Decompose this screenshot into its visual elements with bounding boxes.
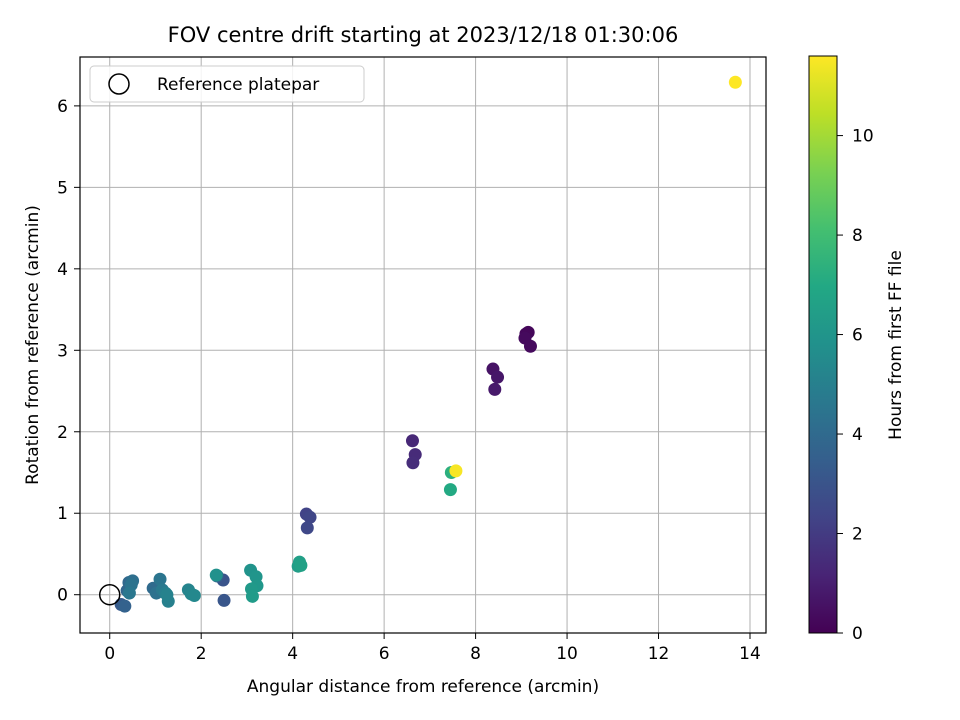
data-point: [523, 339, 537, 353]
grid-lines: [80, 57, 766, 633]
data-points: [114, 75, 742, 613]
x-tick-label: 6: [379, 644, 390, 664]
data-point: [303, 510, 317, 524]
plot-frame: [79, 56, 767, 634]
colorbar-ticks: 0 2 4 6 8 10: [837, 127, 874, 644]
data-point: [160, 588, 174, 602]
data-point: [118, 599, 132, 613]
reference-platepar-marker: [98, 583, 121, 606]
y-tick-label: 3: [57, 341, 68, 361]
colorbar-tick-label: 0: [852, 624, 863, 644]
x-tick-label: 10: [556, 644, 578, 664]
colorbar-tick-label: 6: [852, 326, 863, 346]
y-axis-label: Rotation from reference (arcmin): [23, 205, 43, 485]
legend-box: [89, 65, 365, 103]
y-tick-label: 4: [57, 260, 68, 280]
x-tick-label: 8: [470, 644, 481, 664]
x-tick-label: 4: [287, 644, 298, 664]
data-point: [153, 572, 167, 586]
legend-label: Reference platepar: [157, 75, 319, 95]
x-tick-label: 12: [648, 644, 670, 664]
data-point: [488, 382, 502, 396]
colorbar-label: Hours from first FF file: [886, 250, 906, 440]
data-point: [300, 521, 314, 535]
x-tick-label: 14: [739, 644, 761, 664]
data-point: [491, 370, 505, 384]
data-point: [294, 558, 308, 572]
x-axis-label: Angular distance from reference (arcmin): [247, 677, 599, 697]
data-point: [406, 456, 420, 470]
x-axis-ticks: 0 2 4 6 8 10 12 14: [104, 633, 761, 664]
colorbar-tick-label: 8: [852, 226, 863, 246]
data-point: [217, 593, 231, 607]
y-tick-label: 6: [57, 97, 68, 117]
data-point: [209, 568, 223, 582]
colorbar: [808, 55, 838, 634]
y-axis-ticks: 0 1 2 3 4 5 6: [57, 97, 80, 606]
legend-marker-icon: [108, 73, 130, 95]
data-point: [122, 586, 136, 600]
data-point: [245, 589, 259, 603]
data-point: [443, 483, 457, 497]
y-tick-label: 5: [57, 178, 68, 198]
x-tick-label: 0: [104, 644, 115, 664]
data-point: [449, 464, 463, 478]
colorbar-tick-label: 10: [852, 127, 874, 147]
data-point: [187, 589, 201, 603]
y-tick-label: 1: [57, 504, 68, 524]
chart-title: FOV centre drift starting at 2023/12/18 …: [168, 23, 679, 47]
data-point: [405, 434, 419, 448]
colorbar-tick-label: 4: [852, 425, 863, 445]
y-tick-label: 2: [57, 423, 68, 443]
data-point: [728, 75, 742, 89]
colorbar-tick-label: 2: [852, 525, 863, 545]
legend: Reference platepar: [89, 65, 365, 103]
x-tick-label: 2: [196, 644, 207, 664]
y-tick-label: 0: [57, 586, 68, 606]
